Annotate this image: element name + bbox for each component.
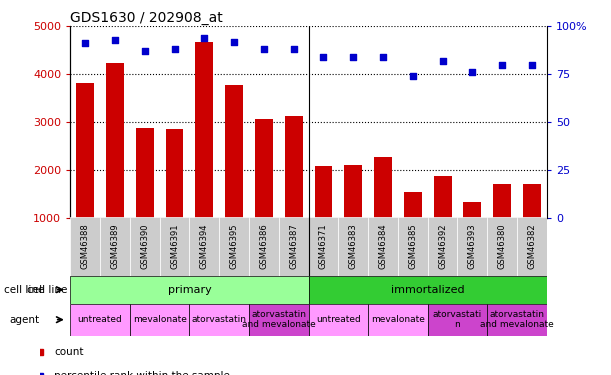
Text: GSM46371: GSM46371 (319, 224, 328, 269)
Text: GSM46390: GSM46390 (141, 224, 149, 269)
Bar (136, 128, 154, 266)
Bar (255, 120, 273, 266)
Bar (458, 217, 488, 276)
Text: primary: primary (167, 285, 211, 295)
Point (80, 40, 90, 46)
Bar (70, 276, 309, 304)
Point (497, 62, 507, 68)
Point (170, 46, 180, 52)
Bar (309, 304, 368, 336)
Text: GSM46392: GSM46392 (438, 224, 447, 269)
Bar (106, 63, 124, 266)
Text: immortalized: immortalized (391, 285, 464, 295)
Bar (225, 85, 243, 266)
Point (259, 46, 269, 52)
Point (199, 35, 209, 41)
Text: GSM46394: GSM46394 (200, 224, 209, 269)
Bar (76, 82, 94, 266)
Text: agent: agent (10, 315, 40, 325)
Text: mevalonate: mevalonate (133, 315, 186, 324)
Text: GSM46387: GSM46387 (289, 224, 298, 269)
Bar (309, 276, 547, 304)
Bar (70, 217, 100, 276)
Bar (488, 304, 547, 336)
Bar (368, 304, 428, 336)
Point (229, 39, 239, 45)
Bar (285, 116, 302, 266)
Bar (338, 217, 368, 276)
Text: GSM46385: GSM46385 (408, 224, 417, 269)
Text: atorvastati
n: atorvastati n (433, 310, 482, 329)
Point (348, 54, 358, 60)
Bar (309, 217, 338, 276)
Text: GSM46388: GSM46388 (81, 224, 90, 269)
Bar (219, 217, 249, 276)
Bar (398, 217, 428, 276)
Text: GSM46393: GSM46393 (468, 224, 477, 269)
Text: GSM46382: GSM46382 (527, 224, 536, 269)
Bar (463, 202, 481, 266)
Point (318, 54, 328, 60)
Text: GSM46395: GSM46395 (230, 224, 238, 269)
Text: count: count (54, 346, 84, 357)
Point (408, 73, 418, 79)
Bar (404, 192, 422, 266)
Text: GSM46386: GSM46386 (260, 224, 268, 269)
Bar (189, 217, 219, 276)
Bar (315, 166, 332, 266)
Text: GSM46389: GSM46389 (111, 224, 119, 269)
Point (289, 46, 299, 52)
Text: GDS1630 / 202908_at: GDS1630 / 202908_at (70, 11, 223, 25)
Bar (368, 217, 398, 276)
Point (110, 37, 120, 43)
Bar (279, 217, 309, 276)
Text: untreated: untreated (78, 315, 122, 324)
Text: percentile rank within the sample: percentile rank within the sample (54, 371, 230, 375)
Text: GSM46391: GSM46391 (170, 224, 179, 269)
Bar (70, 304, 130, 336)
Text: cell line: cell line (4, 285, 45, 295)
Point (437, 58, 447, 64)
Bar (100, 217, 130, 276)
Bar (523, 183, 541, 266)
Bar (493, 183, 511, 266)
Bar (428, 304, 488, 336)
Bar (130, 304, 189, 336)
Text: GSM46384: GSM46384 (379, 224, 387, 269)
Point (527, 62, 537, 68)
Bar (249, 217, 279, 276)
Bar (249, 304, 309, 336)
Text: cell line: cell line (27, 285, 67, 295)
Text: GSM46383: GSM46383 (349, 224, 357, 269)
Bar (345, 165, 362, 266)
Text: atorvastatin
and mevalonate: atorvastatin and mevalonate (242, 310, 316, 329)
Bar (517, 217, 547, 276)
Text: untreated: untreated (316, 315, 360, 324)
Bar (130, 217, 159, 276)
Bar (488, 217, 517, 276)
Text: atorvastatin
and mevalonate: atorvastatin and mevalonate (480, 310, 554, 329)
Point (140, 48, 150, 54)
Bar (434, 176, 452, 266)
Bar (374, 157, 392, 266)
Text: GSM46380: GSM46380 (498, 224, 507, 269)
Point (467, 69, 477, 75)
Bar (196, 42, 213, 266)
Bar (428, 217, 458, 276)
Bar (189, 304, 249, 336)
Bar (159, 217, 189, 276)
Bar (166, 129, 183, 266)
Point (378, 54, 388, 60)
Text: atorvastatin: atorvastatin (192, 315, 247, 324)
Text: mevalonate: mevalonate (371, 315, 425, 324)
